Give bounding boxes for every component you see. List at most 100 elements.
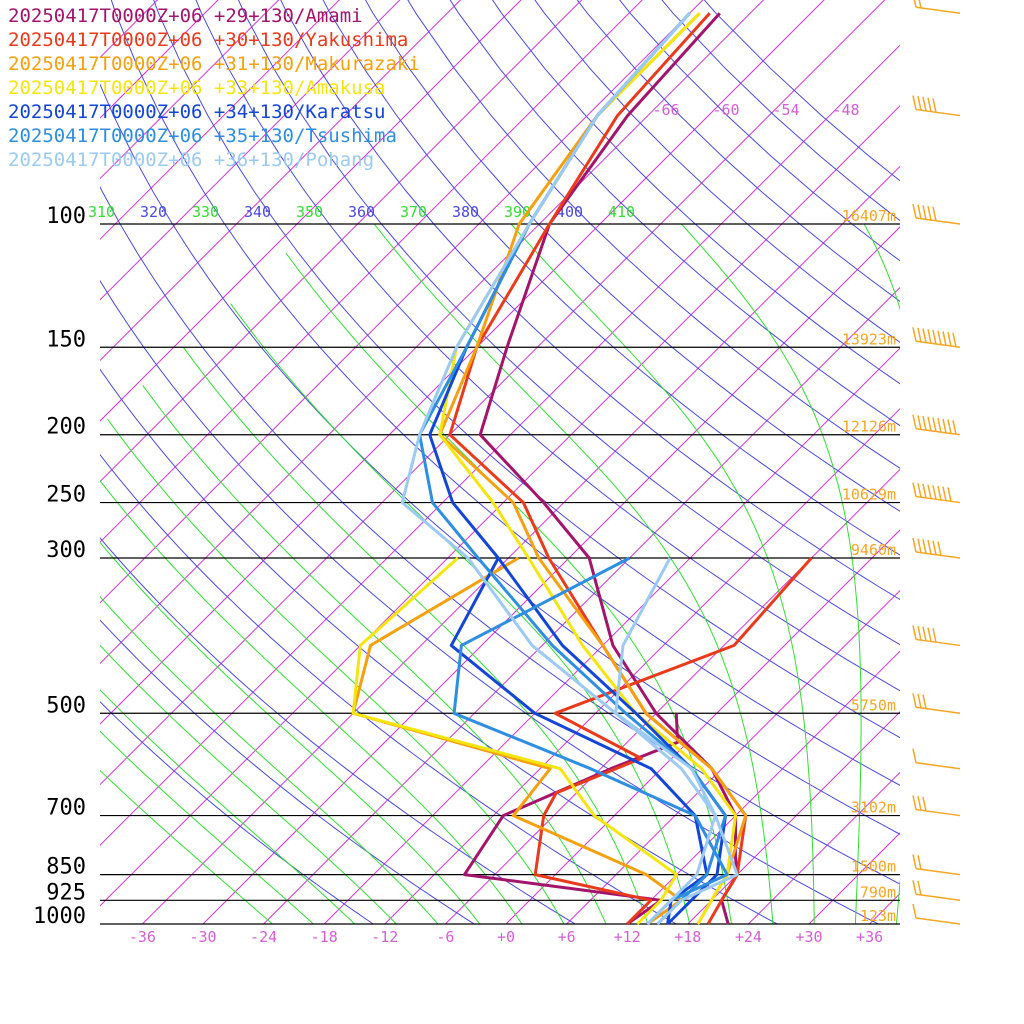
isotherm-line <box>100 0 340 240</box>
legend-entry: 20250417T0000Z+06 +34+130/Karatsu <box>8 101 386 123</box>
theta-label: 360 <box>348 203 375 221</box>
isotherm-line <box>566 589 900 924</box>
height-label: 12126m <box>842 418 896 436</box>
dry-adiabat-line <box>153 0 900 739</box>
dry-adiabat-line <box>280 0 900 601</box>
isotherm-line <box>626 650 900 924</box>
upper-temp-label: -54 <box>772 101 799 119</box>
isotherm-line <box>991 0 1024 924</box>
temperature-line <box>478 12 739 925</box>
dewpoint-line <box>452 556 729 926</box>
theta-label: 330 <box>192 203 219 221</box>
dry-adiabat-line <box>100 453 678 924</box>
height-label: 16407m <box>842 207 896 225</box>
isotherm-line <box>930 0 1024 924</box>
isotherm-line <box>505 529 900 924</box>
temp-tick-label: +36 <box>856 928 883 946</box>
temperature-line <box>438 12 738 925</box>
theta-label: 410 <box>608 203 635 221</box>
height-label: 123m <box>860 907 896 925</box>
dry-adiabat-line <box>534 0 900 343</box>
temp-tick-label: +30 <box>795 928 822 946</box>
temperature-line <box>428 12 727 926</box>
height-label: 3102m <box>851 799 896 817</box>
moist-adiabat-line <box>863 223 900 924</box>
wind-barb <box>913 0 961 15</box>
dewpoint-line <box>614 557 739 926</box>
legend-entry: 20250417T0000Z+06 +31+130/Makurazaki <box>8 53 420 75</box>
upper-temp-label: -60 <box>712 101 739 119</box>
pressure-tick-label: 200 <box>46 415 86 440</box>
pressure-tick-label: 850 <box>46 855 86 880</box>
pressure-tick-label: 500 <box>46 693 86 718</box>
moist-adiabat-line <box>107 418 565 924</box>
wind-barb <box>912 203 961 225</box>
pressure-tick-label: 700 <box>46 796 86 821</box>
dry-adiabat-line <box>195 0 900 692</box>
pressure-tick-label: 925 <box>46 880 86 905</box>
wind-barb <box>912 625 961 647</box>
height-label: 790m <box>860 883 896 901</box>
height-label: 1500m <box>851 858 896 876</box>
dry-adiabat-line <box>100 368 779 924</box>
isotherm-line <box>445 468 900 924</box>
wind-barbs <box>912 0 961 925</box>
temperature-line <box>448 12 748 925</box>
moist-adiabat-line <box>510 223 815 924</box>
isotherm-line <box>869 892 900 924</box>
dewpoint-line <box>351 556 683 926</box>
wind-barb <box>912 693 961 715</box>
isotherm-line <box>808 832 900 924</box>
dewpoint-line <box>351 556 679 926</box>
wind-barb <box>912 327 961 349</box>
theta-label: 320 <box>140 203 167 221</box>
wind-barb <box>912 537 961 559</box>
height-label: 5750m <box>851 696 896 714</box>
wind-barb <box>912 795 961 817</box>
upper-temp-label: -48 <box>832 101 859 119</box>
wind-barb <box>912 854 961 876</box>
moist-adiabat-line <box>100 541 481 924</box>
upper-temp-label: -66 <box>652 101 679 119</box>
wind-barb <box>912 482 961 504</box>
isotherm-line <box>100 0 522 422</box>
wind-barb <box>912 880 961 902</box>
isotherm-line <box>100 0 219 119</box>
pressure-tick-label: 1000 <box>33 904 86 929</box>
theta-label: 380 <box>452 203 479 221</box>
moist-adiabat-line <box>100 769 274 924</box>
pressure-tick-label: 100 <box>46 204 86 229</box>
temp-tick-label: -12 <box>371 928 398 946</box>
theta-label: 310 <box>88 203 115 221</box>
dry-adiabat-line <box>407 0 900 469</box>
wind-barb <box>912 414 961 436</box>
isotherm-line <box>687 711 900 924</box>
height-label: 9460m <box>851 541 896 559</box>
temp-tick-label: +6 <box>558 928 576 946</box>
moist-adiabat-line <box>681 223 862 924</box>
moist-adiabat-line <box>100 644 397 924</box>
dry-adiabat-line <box>100 279 880 924</box>
legend-entry: 20250417T0000Z+06 +30+130/Yakushima <box>8 29 409 51</box>
legend-entry: 20250417T0000Z+06 +35+130/Tsushima <box>8 125 397 147</box>
wind-barb <box>912 903 961 925</box>
wind-barb <box>912 748 961 770</box>
isotherm-line <box>100 0 280 180</box>
dry-adiabat-line <box>100 619 476 924</box>
temp-tick-label: -18 <box>311 928 338 946</box>
pressure-tick-label: 300 <box>46 538 86 563</box>
dry-adiabat-line <box>364 0 900 512</box>
dry-adiabat-line <box>100 701 375 924</box>
isotherm-line <box>100 0 462 362</box>
temperature-line <box>438 12 748 925</box>
dry-adiabat-line <box>100 537 577 924</box>
moist-adiabat-line <box>142 385 607 924</box>
dewpoint-line <box>533 557 813 926</box>
dry-adiabat-line <box>619 0 900 262</box>
temp-tick-label: -36 <box>129 928 156 946</box>
temp-tick-label: -30 <box>189 928 216 946</box>
temp-tick-label: -24 <box>250 928 277 946</box>
isotherm-line <box>100 0 401 301</box>
theta-label: 350 <box>296 203 323 221</box>
